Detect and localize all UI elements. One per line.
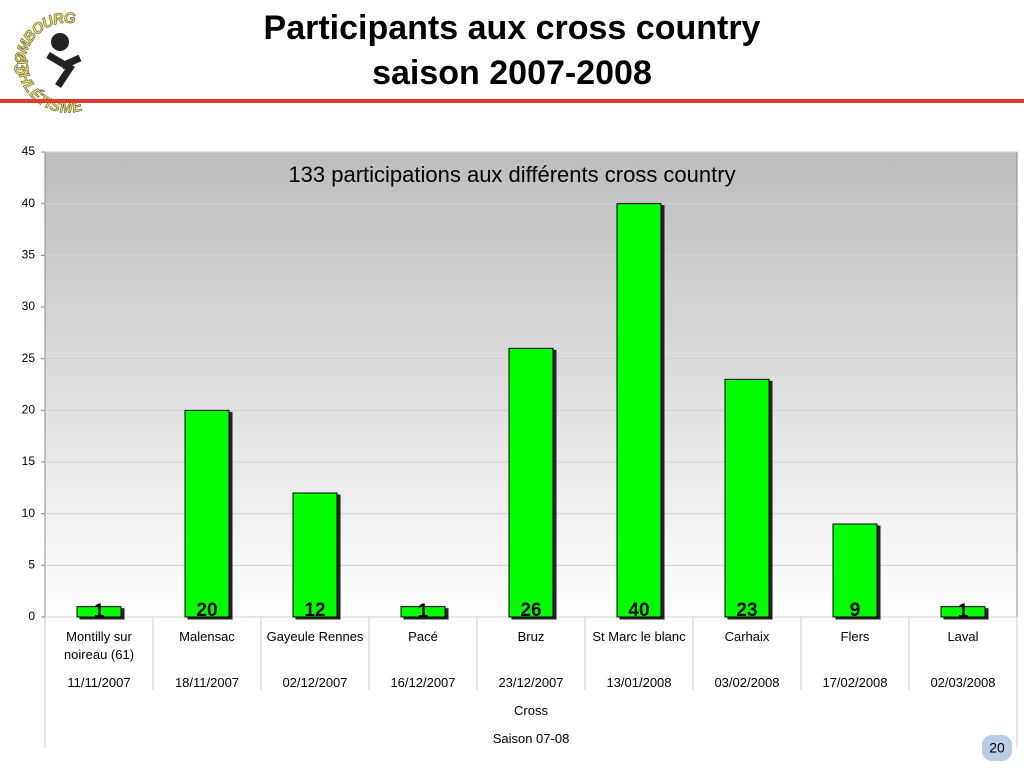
bar — [400, 606, 446, 618]
y-tick-label: 25 — [22, 351, 36, 365]
page-number: 20 — [989, 740, 1005, 756]
x-tick-date: 11/11/2007 — [67, 675, 131, 690]
bar — [184, 409, 230, 618]
axes: 0 5 10 15 20 25 30 35 40 45 1 20 12 1 26 40 23 9 1 — [22, 144, 1018, 748]
x-tick-date: 16/12/2007 — [390, 675, 456, 690]
value-label: 20 — [196, 600, 217, 621]
x-tick-date: 02/12/2007 — [282, 675, 348, 690]
value-label: 12 — [304, 600, 325, 621]
y-tick-label: 0 — [28, 609, 35, 623]
x-tick-label: Montilly sur noireau (61) — [63, 629, 135, 662]
x-tick-label: Carhaix — [724, 629, 770, 644]
x-tick-date: 18/11/2007 — [174, 675, 240, 690]
value-label: 40 — [628, 600, 649, 621]
y-tick-label: 5 — [28, 558, 35, 572]
x-tick-label: Flers — [840, 629, 870, 644]
y-tick-label: 45 — [22, 144, 36, 158]
x-tick-date: 23/12/2007 — [498, 675, 564, 690]
y-tick-label: 10 — [22, 506, 36, 520]
bar — [76, 606, 122, 618]
bar — [616, 203, 662, 618]
group-label: Saison 07-08 — [492, 731, 570, 746]
y-tick-label: 35 — [22, 248, 36, 262]
bar — [508, 347, 554, 618]
x-tick-label: Malensac — [179, 629, 235, 644]
x-tick-date: 02/03/2008 — [930, 675, 996, 690]
title-line-2: saison 2007-2008 — [372, 54, 652, 92]
title-line-1: Participants aux cross country — [264, 9, 761, 47]
bar — [292, 492, 338, 618]
y-tick-label: 40 — [22, 196, 36, 210]
value-label: 9 — [850, 600, 861, 621]
x-tick-label: Pacé — [408, 629, 438, 644]
title-rule — [0, 99, 1024, 103]
bar — [832, 523, 878, 618]
y-tick-label: 30 — [22, 299, 36, 313]
x-tick-label: Laval — [947, 629, 979, 644]
x-tick-date: 13/01/2008 — [606, 675, 672, 690]
y-tick-label: 15 — [22, 454, 36, 468]
x-tick-label: Bruz — [517, 629, 545, 644]
logo-figure — [46, 51, 82, 88]
bar — [724, 378, 770, 618]
value-label: 1 — [958, 601, 969, 622]
chart-subtitle: 133 participations aux différents cross … — [288, 162, 735, 187]
value-label: 1 — [418, 601, 429, 622]
group-label: Cross — [514, 703, 548, 718]
bar — [940, 606, 986, 618]
value-label: 23 — [736, 600, 757, 621]
logo-head — [51, 33, 69, 51]
y-tick-label: 20 — [22, 403, 36, 417]
x-tick-date: 17/02/2008 — [822, 675, 888, 690]
x-tick-date: 03/02/2008 — [714, 675, 780, 690]
page-number-box — [982, 735, 1012, 761]
value-label: 1 — [94, 601, 105, 622]
x-tick-label: Gayeule Rennes — [266, 629, 364, 644]
x-tick-label: St Marc le blanc — [592, 629, 686, 644]
value-label: 26 — [520, 600, 541, 621]
